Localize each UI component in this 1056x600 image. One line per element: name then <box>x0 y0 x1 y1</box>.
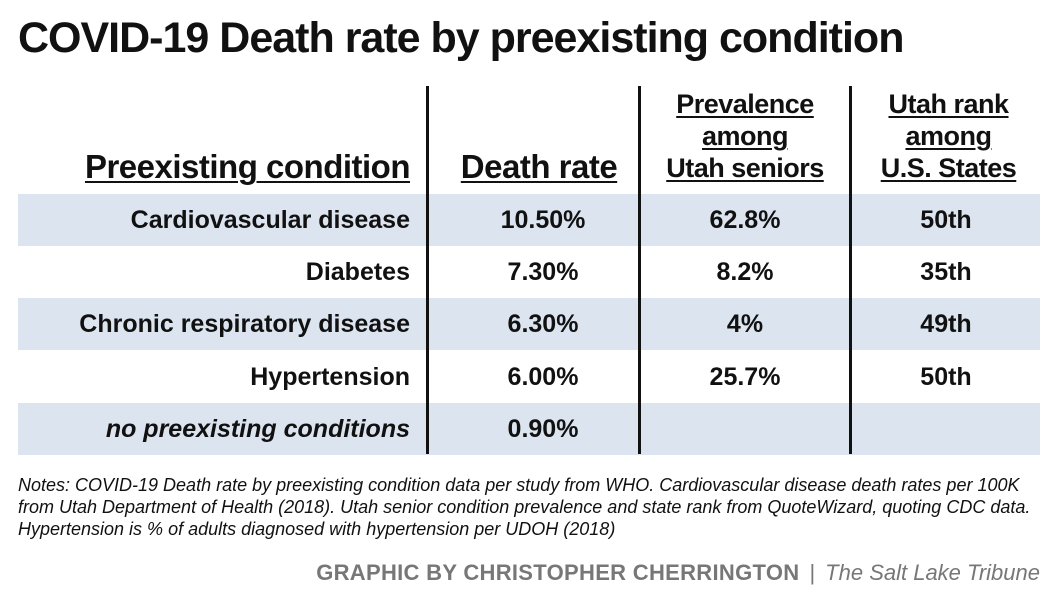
cell-condition: Chronic respiratory disease <box>79 310 410 339</box>
cell-condition: Hypertension <box>250 362 410 391</box>
column-header-line: U.S. States <box>880 153 1017 183</box>
cell-death-rate: 6.30% <box>507 310 579 339</box>
column-header-line: Utah rank <box>888 89 1009 119</box>
cell-rank <box>852 403 1040 455</box>
column-header-line: Preexisting condition <box>84 148 411 185</box>
column-header-line: Utah seniors <box>666 153 824 183</box>
cell-death-rate: 0.90% <box>507 414 579 443</box>
cell-prevalence: 25.7% <box>709 362 781 391</box>
chart-title: COVID-19 Death rate by preexisting condi… <box>18 14 904 62</box>
cell-rank: 49th <box>920 310 972 339</box>
cell-prevalence: 62.8% <box>709 206 781 234</box>
credit-publication: The Salt Lake Tribune <box>825 560 1040 585</box>
column-divider <box>426 86 429 454</box>
cell-death-rate: 7.30% <box>507 258 579 287</box>
notes-text: Notes: COVID-19 Death rate by preexistin… <box>18 475 1031 539</box>
column-header-line: Prevalence <box>676 89 814 119</box>
column-header-condition: Preexisting condition <box>18 148 411 186</box>
cell-rank: 50th <box>920 362 972 391</box>
cell-death-rate: 6.00% <box>507 362 579 391</box>
cell-prevalence: 4% <box>726 310 764 339</box>
cell-rank: 35th <box>920 258 972 287</box>
cell-condition: no preexisting conditions <box>105 414 410 443</box>
row-band <box>18 194 1040 246</box>
column-header-line: among <box>905 121 992 151</box>
cell-condition: Cardiovascular disease <box>130 206 410 234</box>
column-header-death-rate: Death rate <box>440 148 638 186</box>
cell-death-rate: 10.50% <box>500 206 586 234</box>
column-header-prevalence: Prevalence among Utah seniors <box>648 88 842 184</box>
cell-rank: 50th <box>920 206 972 234</box>
column-header-line: among <box>701 121 789 151</box>
row-band <box>18 298 1040 351</box>
credit-separator: | <box>809 560 816 585</box>
column-header-line: Death rate <box>460 148 618 185</box>
row-band <box>18 402 1040 455</box>
credit-line: GRAPHIC BY CHRISTOPHER CHERRINGTON | The S… <box>316 560 1040 586</box>
data-table: Preexisting condition Death rate Prevale… <box>18 86 1040 455</box>
cell-prevalence: 8.2% <box>716 258 774 287</box>
credit-byline: GRAPHIC BY CHRISTOPHER CHERRINGTON <box>316 560 800 585</box>
column-header-rank: Utah rank among U.S. States <box>857 88 1040 184</box>
cell-condition: Diabetes <box>305 258 410 287</box>
column-divider <box>638 86 641 454</box>
cell-prevalence <box>640 403 850 455</box>
column-divider <box>849 86 852 454</box>
